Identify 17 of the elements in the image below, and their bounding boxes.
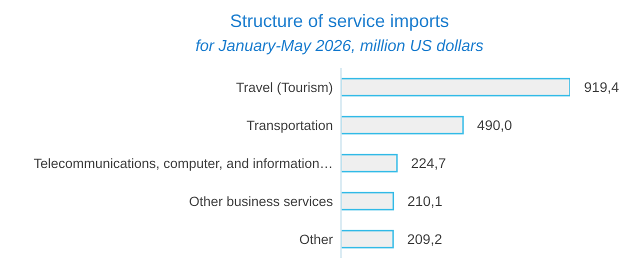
bar <box>341 78 570 96</box>
data-label: 210,1 <box>407 193 443 210</box>
y-tick-label: Other <box>299 232 334 247</box>
bar <box>341 230 394 248</box>
data-label: 224,7 <box>410 155 446 172</box>
data-label: 490,0 <box>477 117 512 134</box>
y-tick-label: Travel (Tourism) <box>236 80 333 95</box>
y-tick-label: Transportation <box>246 118 333 133</box>
bar <box>341 192 394 210</box>
data-label: 209,2 <box>407 231 442 248</box>
bar <box>341 116 464 134</box>
data-label: 919,4 <box>584 79 620 96</box>
bar <box>341 154 398 172</box>
chart-title: Structure of service imports <box>228 10 450 33</box>
y-tick-label: Telecommunications, computer, and information… <box>34 156 333 171</box>
chart-subtitle: for January-May 2026, million US dollars <box>194 37 485 57</box>
y-tick-label: Other business services <box>188 194 334 209</box>
